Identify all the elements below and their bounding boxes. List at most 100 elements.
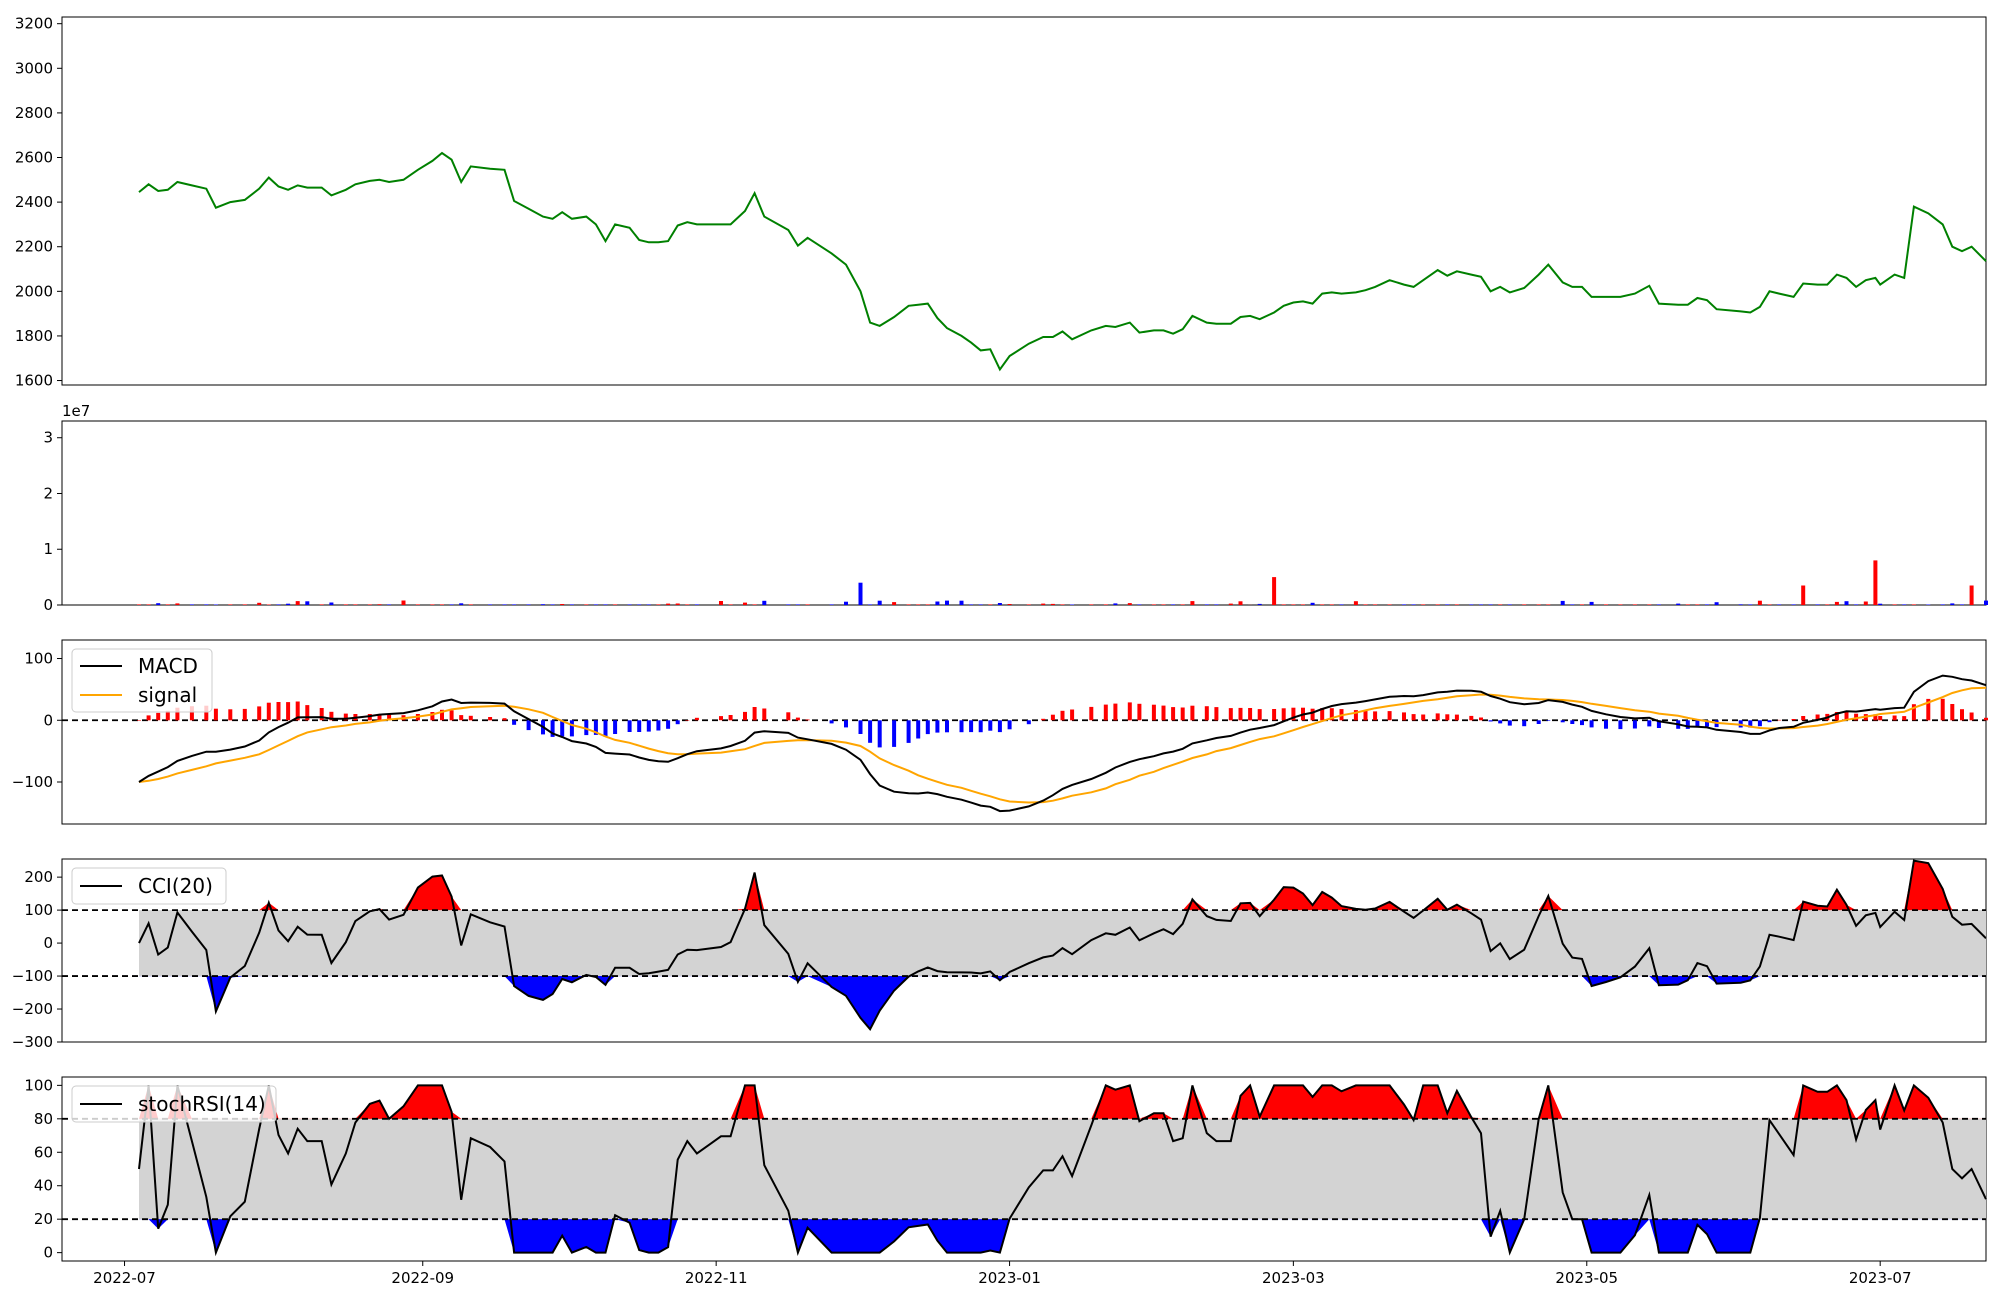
volume-bar xyxy=(1421,604,1426,605)
macd-histogram-bar xyxy=(1411,714,1416,721)
volume-bar xyxy=(1777,604,1782,605)
volume-bar xyxy=(1570,604,1575,605)
macd-histogram-bar xyxy=(1536,720,1541,724)
macd-histogram-bar xyxy=(1911,704,1916,721)
macd-histogram-bar xyxy=(646,720,651,732)
volume-bar xyxy=(1940,604,1945,605)
volume-bar xyxy=(1402,604,1406,605)
volume-bar xyxy=(1589,601,1594,605)
volume-bar xyxy=(387,604,392,605)
volume-bar xyxy=(213,604,218,605)
volume-bar xyxy=(1151,604,1156,605)
macd-histogram-bar xyxy=(1089,706,1094,721)
volume-bar xyxy=(430,604,435,605)
volume-bar xyxy=(1171,604,1176,605)
macd-histogram-bar xyxy=(1151,704,1156,721)
signal-line xyxy=(138,686,1987,804)
macd-histogram-bar xyxy=(1291,707,1296,721)
macd-histogram-bar xyxy=(1695,720,1700,728)
stochrsi-overbought-fill xyxy=(138,1085,1987,1119)
macd-histogram-bar xyxy=(1103,704,1108,721)
macd-histogram-bar xyxy=(1161,705,1166,721)
macd-histogram-bar xyxy=(1228,708,1233,721)
macd-histogram-bar xyxy=(1127,702,1132,721)
volume-bar xyxy=(1320,604,1325,605)
volume-bar xyxy=(1103,604,1108,605)
macd-histogram-bar xyxy=(1402,712,1406,721)
macd-histogram-bar xyxy=(694,717,699,721)
macd-histogram-bar xyxy=(440,709,444,721)
macd-histogram-bar xyxy=(728,715,733,721)
price-ytick-label: 1800 xyxy=(15,327,53,345)
volume-bar xyxy=(1339,604,1344,605)
macd-histogram-bar xyxy=(266,702,271,721)
volume-bar xyxy=(1041,603,1046,605)
volume-bar xyxy=(1291,604,1296,605)
volume-bar xyxy=(892,602,897,605)
volume-bar xyxy=(1161,604,1166,605)
volume-bar xyxy=(1844,601,1849,605)
volume-bar xyxy=(242,604,247,605)
x-tick-label: 2023-07 xyxy=(1849,1269,1912,1287)
volume-bar xyxy=(156,603,161,605)
volume-bar xyxy=(1488,604,1493,605)
volume-bar xyxy=(569,604,574,605)
volume-bar xyxy=(959,600,964,605)
volume-bar xyxy=(752,604,757,605)
volume-bar xyxy=(228,604,233,605)
volume-bar xyxy=(1363,604,1368,605)
macd-histogram-bar xyxy=(959,720,964,733)
macd-histogram-bar xyxy=(613,720,618,734)
macd-histogram-bar xyxy=(257,706,262,721)
volume-bar xyxy=(1926,604,1931,605)
x-tick-label: 2022-07 xyxy=(93,1269,156,1287)
volume-bar xyxy=(795,604,800,605)
volume-bar xyxy=(276,604,281,605)
macd-histogram-bar xyxy=(1844,711,1849,721)
volume-bar xyxy=(1892,604,1897,605)
volume-bar xyxy=(266,604,271,605)
volume-bar xyxy=(829,604,834,605)
macd-histogram-bar xyxy=(1777,719,1782,721)
volume-bar xyxy=(1969,585,1974,605)
macd-series xyxy=(62,674,1988,813)
macd-histogram-bar xyxy=(295,701,300,721)
volume-bar xyxy=(743,602,747,605)
volume-bar xyxy=(603,604,608,605)
x-tick-label: 2023-05 xyxy=(1555,1269,1618,1287)
volume-bar xyxy=(1536,604,1541,605)
volume-bar xyxy=(1825,604,1830,605)
volume-bar xyxy=(666,603,671,605)
macd-histogram-bar xyxy=(387,714,392,721)
macd-histogram-bar xyxy=(1873,714,1878,721)
macd-histogram-bar xyxy=(1498,720,1503,724)
volume-bar xyxy=(1089,604,1094,605)
macd-histogram-bar xyxy=(1791,719,1796,721)
macd-histogram-bar xyxy=(276,702,281,721)
volume-bar xyxy=(1127,603,1132,605)
volume-bar xyxy=(1873,560,1878,605)
macd-histogram-bar xyxy=(805,719,810,721)
price-yticks: 1600 1800 2000 2200 2400 2600 2800 3000 3200 xyxy=(15,15,62,390)
volume-panel: 1e7 0 1 2 3 xyxy=(43,402,1988,614)
volume-bar xyxy=(1738,604,1743,605)
volume-frame xyxy=(61,420,1987,606)
macd-histogram-bar xyxy=(916,720,921,739)
volume-bar xyxy=(1272,577,1277,605)
macd-histogram-bar xyxy=(189,706,194,721)
volume-bars xyxy=(137,560,1988,605)
macd-histogram-bar xyxy=(526,720,531,731)
cci-ytick-label: −300 xyxy=(12,1033,53,1051)
price-ytick-label: 2600 xyxy=(15,149,53,167)
macd-histogram-bar xyxy=(286,702,291,721)
volume-bar xyxy=(1580,604,1584,605)
cci-yticks: −300 −200 −100 0 100 200 xyxy=(12,868,62,1051)
macd-histogram-bar xyxy=(1469,715,1474,721)
price-frame xyxy=(61,16,1987,386)
macd-histogram-bar xyxy=(752,707,757,721)
macd-histogram-bar xyxy=(1632,720,1637,729)
macd-histogram-bar xyxy=(1421,714,1426,721)
volume-bar xyxy=(1180,604,1185,605)
volume-bar xyxy=(502,604,507,605)
macd-histogram-bar xyxy=(1926,698,1931,721)
